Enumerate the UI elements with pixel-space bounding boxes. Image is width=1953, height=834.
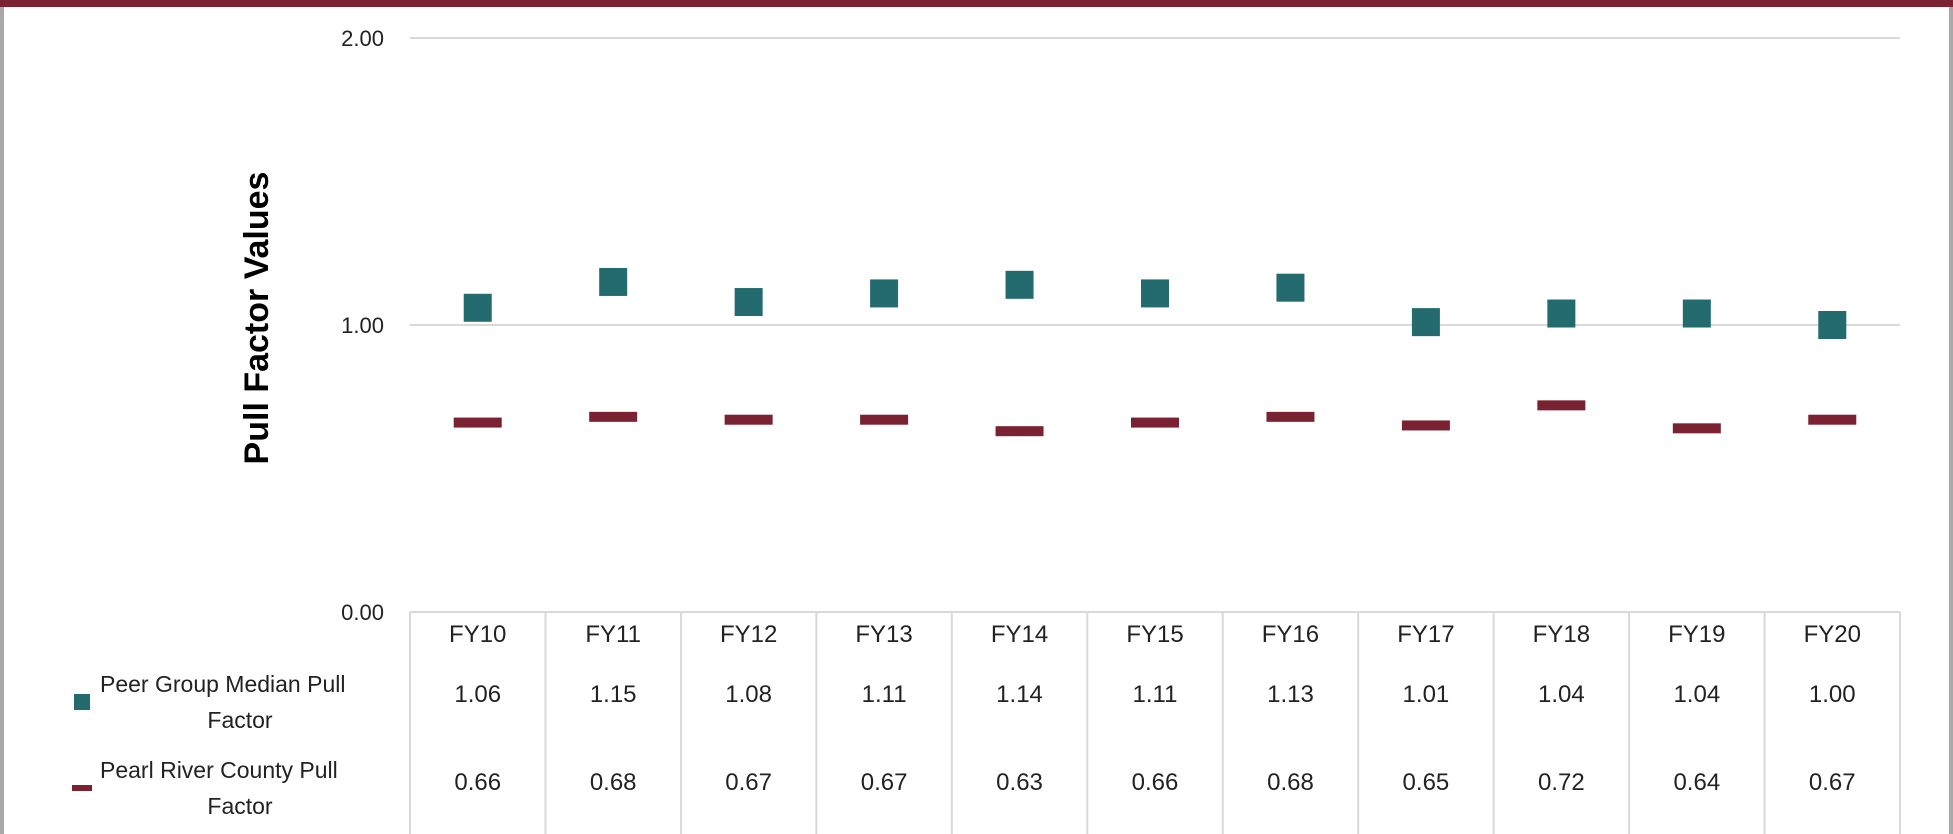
pearl-river-point <box>1808 414 1857 425</box>
data-table: FY10 FY11 FY12 FY13 FY14 FY15 FY16 FY17 FY18 FY19… <box>72 611 1901 834</box>
legend-key-square <box>74 694 90 710</box>
data-label: 1.11 <box>862 681 907 708</box>
peer-group-point <box>599 267 628 296</box>
legend-label-continued: Factor <box>207 793 273 819</box>
peer-group-point <box>1682 299 1711 328</box>
data-label: 1.00 <box>1809 681 1856 708</box>
category-label: FY10 <box>449 621 506 648</box>
data-label: 1.14 <box>996 681 1043 708</box>
pearl-river-point <box>1537 400 1586 411</box>
pearl-river-point <box>860 414 909 425</box>
y-tick-label: 1.00 <box>341 313 384 338</box>
category-label: FY16 <box>1262 621 1319 648</box>
peer-group-point <box>1141 279 1169 308</box>
legend-label: Pearl River County Pull <box>100 757 338 783</box>
data-label: 1.04 <box>1538 681 1585 708</box>
data-label: 0.66 <box>1132 769 1179 796</box>
category-label: FY17 <box>1397 621 1454 648</box>
category-label: FY11 <box>585 621 641 648</box>
y-axis-title: Pull Factor Values <box>238 172 276 465</box>
category-label: FY13 <box>855 621 912 648</box>
data-label: 0.72 <box>1538 769 1585 796</box>
y-tick-label: 0.00 <box>341 600 384 625</box>
peer-group-point <box>1818 311 1847 339</box>
legend-label: Peer Group Median Pull <box>100 671 345 697</box>
pearl-river-point <box>1672 423 1721 434</box>
category-label: FY14 <box>991 621 1048 648</box>
peer-group-point <box>734 288 763 317</box>
gridlines <box>410 37 1900 613</box>
pearl-river-point <box>453 417 502 428</box>
category-label: FY20 <box>1804 621 1861 648</box>
peer-group-point <box>1276 273 1305 302</box>
top-accent-bar <box>0 0 1953 7</box>
data-label: 0.64 <box>1673 769 1720 796</box>
data-label: 1.06 <box>454 681 501 708</box>
data-label: 1.13 <box>1267 681 1314 708</box>
data-label: 1.11 <box>1133 681 1178 708</box>
category-label: FY19 <box>1668 621 1725 648</box>
peer-group-point <box>463 293 492 322</box>
legend-key-dash <box>72 785 92 791</box>
pearl-river-point <box>1266 411 1315 422</box>
data-label: 1.04 <box>1673 681 1720 708</box>
data-label: 1.08 <box>725 681 772 708</box>
data-label: 0.68 <box>590 769 637 796</box>
y-tick-labels: 0.00 1.00 2.00 <box>341 26 384 625</box>
data-label: 0.67 <box>725 769 772 796</box>
data-label: 0.65 <box>1403 769 1450 796</box>
data-label: 0.67 <box>861 769 908 796</box>
pearl-river-point <box>589 411 638 422</box>
category-label: FY12 <box>720 621 777 648</box>
data-label: 1.01 <box>1403 681 1450 708</box>
data-label: 0.67 <box>1809 769 1856 796</box>
peer-group-point <box>870 279 899 308</box>
y-tick-label: 2.00 <box>341 26 384 51</box>
data-label: 1.15 <box>590 681 637 708</box>
category-label: FY15 <box>1126 621 1183 648</box>
legend-label-continued: Factor <box>207 707 273 733</box>
data-label: 0.66 <box>454 769 501 796</box>
pearl-river-point <box>1401 420 1450 431</box>
peer-group-point <box>1005 270 1034 299</box>
category-label: FY18 <box>1533 621 1590 648</box>
data-marks <box>453 267 1857 437</box>
pearl-river-point <box>724 414 773 425</box>
peer-group-point <box>1411 308 1440 337</box>
data-label: 0.68 <box>1267 769 1314 796</box>
pearl-river-point <box>1131 417 1179 428</box>
peer-group-point <box>1547 299 1576 328</box>
pearl-river-point <box>995 426 1044 437</box>
data-label: 0.63 <box>996 769 1043 796</box>
